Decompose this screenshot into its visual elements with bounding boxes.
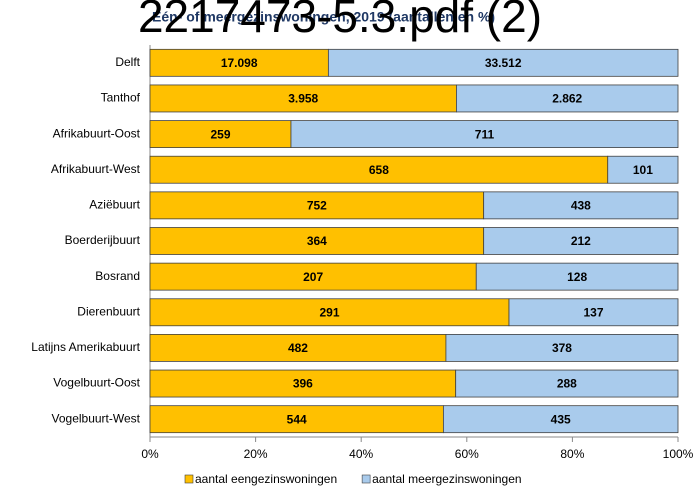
- bar-segment: [149, 369, 457, 398]
- chart-title: Eén- of meergezinswoningen, 2019 (aantal…: [152, 9, 495, 25]
- y-tick-label: Latijns Amerikabuurt: [31, 340, 140, 354]
- bar-segment: [149, 405, 444, 434]
- data-label: 33.512: [485, 56, 522, 70]
- data-label: 3.958: [288, 92, 318, 106]
- x-tick-label: 0%: [141, 447, 159, 461]
- x-tick-label: 40%: [349, 447, 373, 461]
- data-label: 711: [475, 127, 495, 141]
- bar-segment: [149, 155, 609, 184]
- bar-segment: [149, 191, 485, 220]
- bar-segment: [455, 369, 679, 398]
- data-label: 291: [319, 305, 339, 319]
- y-tick-label: Afrikabuurt-Oost: [53, 126, 141, 140]
- bar-segment: [442, 405, 679, 434]
- x-tick-label: 60%: [455, 447, 479, 461]
- data-label: 2.862: [552, 92, 582, 106]
- data-label: 259: [210, 127, 230, 141]
- data-label: 396: [293, 377, 313, 391]
- x-tick-label: 80%: [560, 447, 584, 461]
- x-tick-label: 20%: [244, 447, 268, 461]
- bar-segment: [475, 262, 679, 291]
- bar-segment: [483, 191, 679, 220]
- data-label: 288: [557, 377, 577, 391]
- y-tick-label: Dierenbuurt: [77, 304, 140, 318]
- data-label: 482: [288, 341, 308, 355]
- data-label: 438: [571, 199, 591, 213]
- bar-segment: [445, 334, 679, 362]
- bar-segment: [483, 227, 679, 255]
- overlay-text: 2217473-5.3.pdf (2): [138, 0, 542, 42]
- x-tick-label: 100%: [663, 447, 694, 461]
- data-label: 364: [307, 234, 327, 248]
- data-label: 128: [567, 270, 587, 284]
- legend-swatch: [184, 474, 194, 484]
- bar-segment: [149, 48, 329, 77]
- y-tick-label: Delft: [115, 55, 140, 69]
- y-tick-label: Tanthof: [101, 91, 141, 105]
- y-tick-label: Afrikabuurt-West: [51, 162, 141, 176]
- legend-swatch: [361, 474, 371, 484]
- bar-segment: [149, 227, 485, 255]
- y-tick-label: Vogelbuurt-Oost: [53, 376, 140, 390]
- data-label: 658: [369, 163, 389, 177]
- bar-segment: [290, 120, 679, 148]
- data-label: 137: [583, 305, 603, 319]
- y-tick-label: Bosrand: [95, 269, 140, 283]
- data-label: 435: [551, 412, 571, 426]
- data-label: 212: [571, 234, 591, 248]
- data-label: 378: [552, 341, 572, 355]
- legend-label: aantal meergezinswoningen: [372, 472, 521, 486]
- data-label: 17.098: [221, 56, 258, 70]
- y-tick-label: Vogelbuurt-West: [52, 411, 141, 425]
- bar-segment: [149, 262, 477, 291]
- bar-segment: [456, 84, 679, 113]
- bar-segment: [607, 155, 679, 184]
- y-tick-label: Aziëbuurt: [89, 198, 140, 212]
- y-tick-label: Boerderijbuurt: [65, 233, 141, 247]
- data-label: 101: [633, 163, 653, 177]
- data-label: 544: [287, 412, 307, 426]
- data-label: 752: [307, 199, 327, 213]
- legend-label: aantal eengezinswoningen: [195, 472, 337, 486]
- bar-segment: [149, 334, 447, 362]
- bar-segment: [327, 48, 679, 77]
- bar-segment: [149, 298, 510, 327]
- bar-segment: [508, 298, 679, 327]
- data-label: 207: [303, 270, 323, 284]
